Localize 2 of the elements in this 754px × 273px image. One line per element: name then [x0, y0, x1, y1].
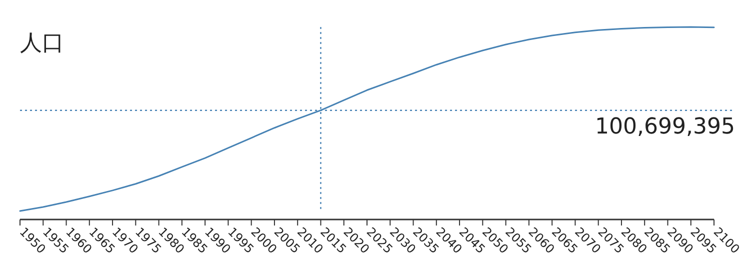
annotation: 100,699,395	[595, 114, 735, 140]
chart-title: 人口	[20, 31, 64, 56]
